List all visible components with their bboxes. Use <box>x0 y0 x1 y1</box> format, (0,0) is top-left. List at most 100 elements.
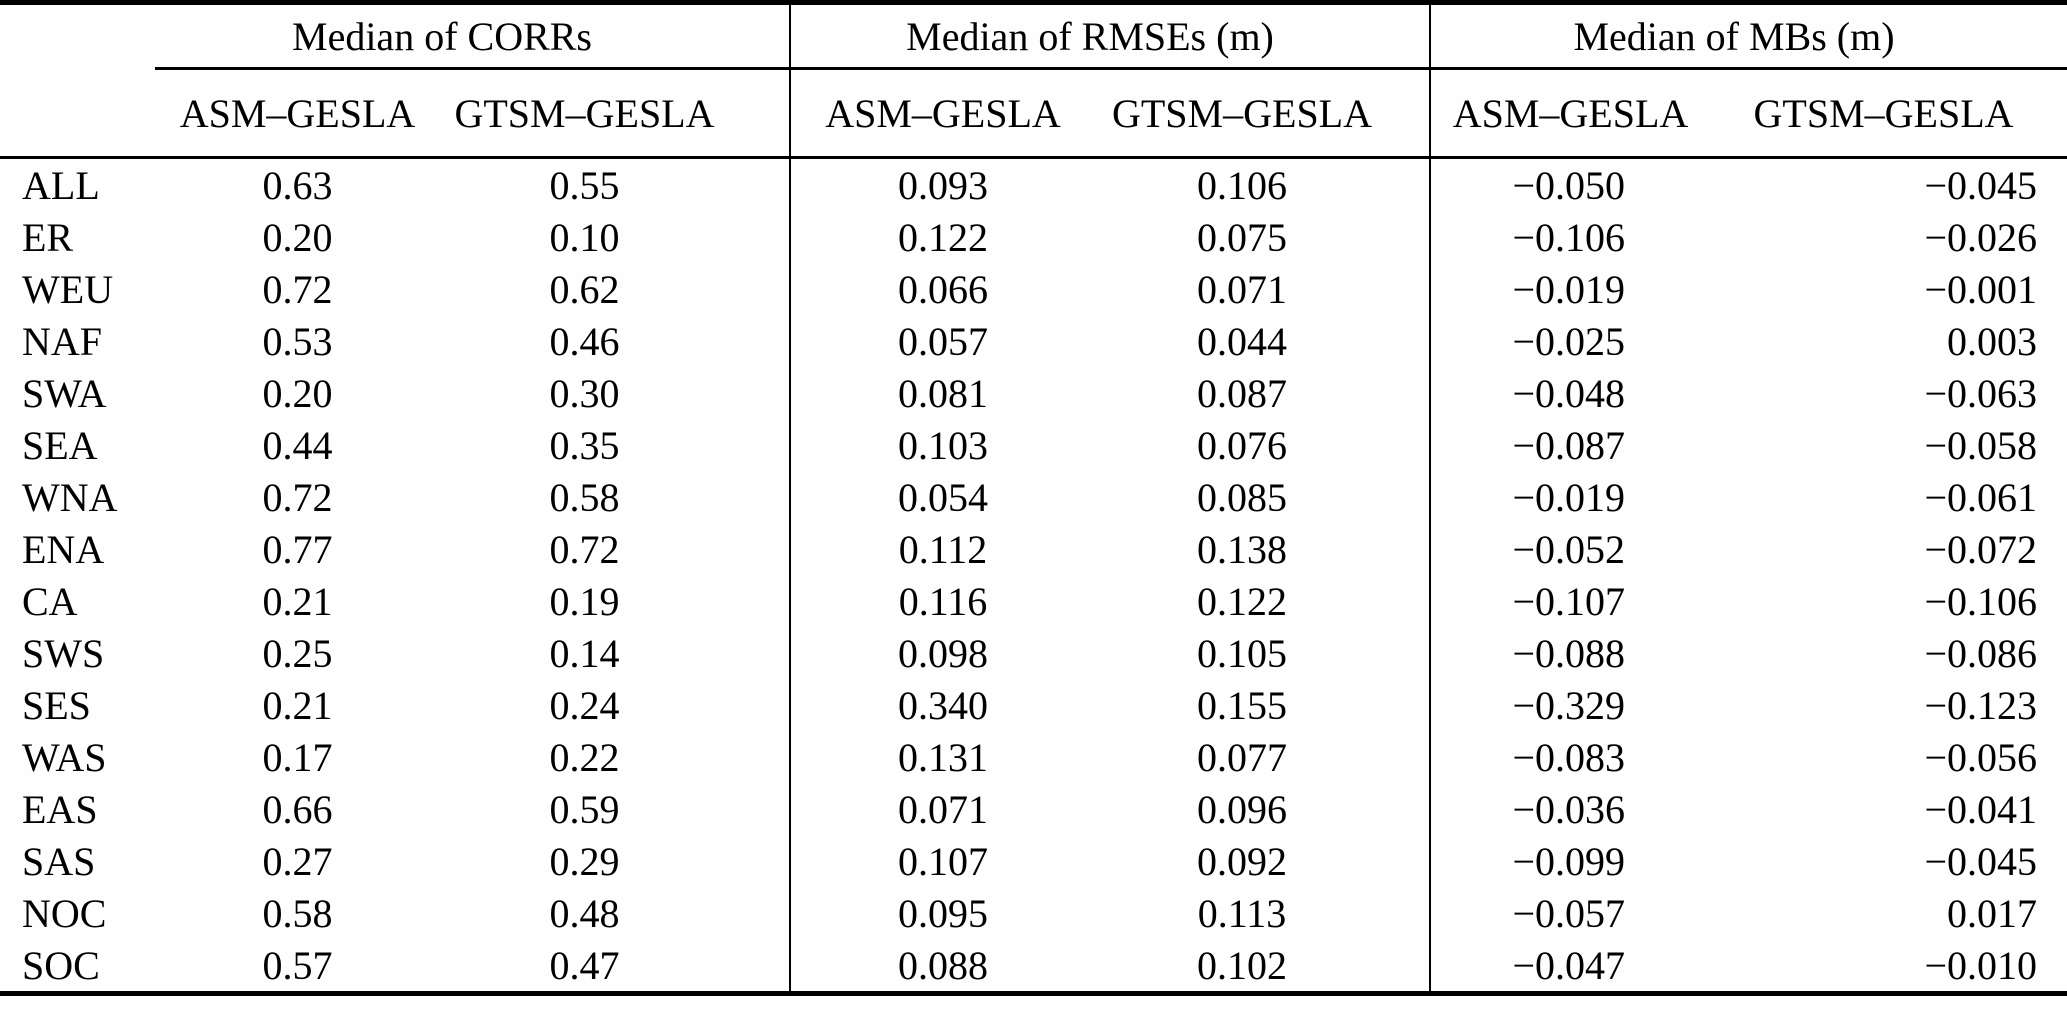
subheader-mb-asm-gesla: ASM–GESLA <box>1429 68 1731 159</box>
rmse-asm-value: 0.071 <box>789 783 1095 835</box>
rmse-gtsm-value: 0.113 <box>1197 890 1287 936</box>
rmse-asm-value: 0.054 <box>789 471 1095 523</box>
corr-asm-value: 0.58 <box>262 890 333 936</box>
region-label: SEA <box>22 422 98 468</box>
corr-gtsm-value: 0.30 <box>549 370 620 416</box>
rmse-asm-value: 0.103 <box>789 419 1095 471</box>
sub-header-row: ASM–GESLA GTSM–GESLA ASM–GESLA GTSM–GESL… <box>0 68 2067 159</box>
rmse-asm-value: 0.131 <box>789 731 1095 783</box>
table-row: SAS 0.27 0.29 0.107 0.092 −0.099 −0.045 <box>0 835 2067 887</box>
region-label: SES <box>22 682 91 728</box>
rmse-gtsm-value: 0.096 <box>1197 786 1287 832</box>
table-row: SWA 0.20 0.30 0.081 0.087 −0.048 −0.063 <box>0 367 2067 419</box>
region-column-header <box>0 68 155 159</box>
table-row: EAS 0.66 0.59 0.071 0.096 −0.036 −0.041 <box>0 783 2067 835</box>
table-row: SES 0.21 0.24 0.340 0.155 −0.329 −0.123 <box>0 679 2067 731</box>
subheader-corr-gtsm-gesla: GTSM–GESLA <box>440 68 790 159</box>
rmse-asm-value: 0.340 <box>789 679 1095 731</box>
corr-asm-value: 0.21 <box>262 682 333 728</box>
region-label: SOC <box>22 942 100 988</box>
mb-gtsm-value: −0.072 <box>1924 526 2038 572</box>
rmse-gtsm-value: 0.087 <box>1197 370 1287 416</box>
mb-gtsm-value: −0.063 <box>1924 370 2038 416</box>
rmse-asm-value: 0.107 <box>789 835 1095 887</box>
rmse-gtsm-value: 0.106 <box>1197 162 1287 208</box>
region-label: WEU <box>22 266 114 312</box>
corr-gtsm-value: 0.29 <box>549 838 620 884</box>
group-header-corrs: Median of CORRs <box>155 2 790 70</box>
corr-asm-value: 0.72 <box>262 266 333 312</box>
rmse-asm-value: 0.088 <box>789 939 1095 994</box>
region-label: SWS <box>22 630 105 676</box>
corr-gtsm-value: 0.22 <box>549 734 620 780</box>
rmse-asm-value: 0.093 <box>789 157 1095 211</box>
corr-asm-value: 0.25 <box>262 630 333 676</box>
mb-asm-value: −0.019 <box>1429 471 1731 523</box>
corr-gtsm-value: 0.19 <box>549 578 620 624</box>
mb-gtsm-value: −0.106 <box>1924 578 2038 624</box>
mb-gtsm-value: −0.058 <box>1924 422 2038 468</box>
mb-asm-value: −0.047 <box>1429 939 1731 994</box>
mb-gtsm-value: −0.045 <box>1924 162 2038 208</box>
corr-gtsm-value: 0.14 <box>549 630 620 676</box>
mb-gtsm-value: −0.026 <box>1924 214 2038 260</box>
group-header-row: Median of CORRs Median of RMSEs (m) Medi… <box>0 2 2067 70</box>
region-label: WAS <box>22 734 107 780</box>
rmse-gtsm-value: 0.155 <box>1197 682 1287 728</box>
rmse-gtsm-value: 0.075 <box>1197 214 1287 260</box>
rmse-gtsm-value: 0.122 <box>1197 578 1287 624</box>
subheader-corr-asm-gesla: ASM–GESLA <box>155 68 440 159</box>
mb-asm-value: −0.083 <box>1429 731 1731 783</box>
corr-asm-value: 0.44 <box>262 422 333 468</box>
table-row: WAS 0.17 0.22 0.131 0.077 −0.083 −0.056 <box>0 731 2067 783</box>
mb-asm-value: −0.019 <box>1429 263 1731 315</box>
rmse-gtsm-value: 0.092 <box>1197 838 1287 884</box>
group-header-rmses: Median of RMSEs (m) <box>788 2 1431 70</box>
table-row: ENA 0.77 0.72 0.112 0.138 −0.052 −0.072 <box>0 523 2067 575</box>
corr-gtsm-value: 0.48 <box>549 890 620 936</box>
rmse-gtsm-value: 0.071 <box>1197 266 1287 312</box>
subheader-rmse-gtsm-gesla: GTSM–GESLA <box>1095 68 1431 159</box>
group-header-mbs: Median of MBs (m) <box>1429 2 2067 70</box>
rmse-gtsm-value: 0.105 <box>1197 630 1287 676</box>
region-label: NAF <box>22 318 103 364</box>
corr-asm-value: 0.20 <box>262 370 333 416</box>
corr-gtsm-value: 0.72 <box>549 526 620 572</box>
mb-gtsm-value: −0.045 <box>1924 838 2038 884</box>
table-row: ER 0.20 0.10 0.122 0.075 −0.106 −0.026 <box>0 211 2067 263</box>
corr-gtsm-value: 0.46 <box>549 318 620 364</box>
table-row: ALL 0.63 0.55 0.093 0.106 −0.050 −0.045 <box>0 157 2067 211</box>
corr-asm-value: 0.66 <box>262 786 333 832</box>
corr-asm-value: 0.72 <box>262 474 333 520</box>
region-label: ER <box>22 214 74 260</box>
region-label: ALL <box>22 162 100 208</box>
corr-gtsm-value: 0.55 <box>549 162 620 208</box>
rmse-asm-value: 0.057 <box>789 315 1095 367</box>
rmse-asm-value: 0.081 <box>789 367 1095 419</box>
mb-asm-value: −0.057 <box>1429 887 1731 939</box>
rmse-asm-value: 0.112 <box>789 523 1095 575</box>
table-row: SOC 0.57 0.47 0.088 0.102 −0.047 −0.010 <box>0 939 2067 994</box>
corr-gtsm-value: 0.24 <box>549 682 620 728</box>
corr-gtsm-value: 0.59 <box>549 786 620 832</box>
corr-gtsm-value: 0.58 <box>549 474 620 520</box>
corr-asm-value: 0.17 <box>262 734 333 780</box>
corr-asm-value: 0.53 <box>262 318 333 364</box>
corr-gtsm-value: 0.35 <box>549 422 620 468</box>
mb-asm-value: −0.107 <box>1429 575 1731 627</box>
mb-asm-value: −0.048 <box>1429 367 1731 419</box>
rmse-asm-value: 0.095 <box>789 887 1095 939</box>
region-label: EAS <box>22 786 98 832</box>
mb-gtsm-value: −0.041 <box>1924 786 2038 832</box>
mb-gtsm-value: −0.056 <box>1924 734 2038 780</box>
rmse-gtsm-value: 0.044 <box>1197 318 1287 364</box>
corr-asm-value: 0.77 <box>262 526 333 572</box>
mb-asm-value: −0.099 <box>1429 835 1731 887</box>
table-row: NOC 0.58 0.48 0.095 0.113 −0.057 0.017 <box>0 887 2067 939</box>
corr-asm-value: 0.57 <box>262 942 333 988</box>
rmse-gtsm-value: 0.085 <box>1197 474 1287 520</box>
rmse-gtsm-value: 0.102 <box>1197 942 1287 988</box>
rmse-gtsm-value: 0.077 <box>1197 734 1287 780</box>
corr-gtsm-value: 0.47 <box>549 942 620 988</box>
